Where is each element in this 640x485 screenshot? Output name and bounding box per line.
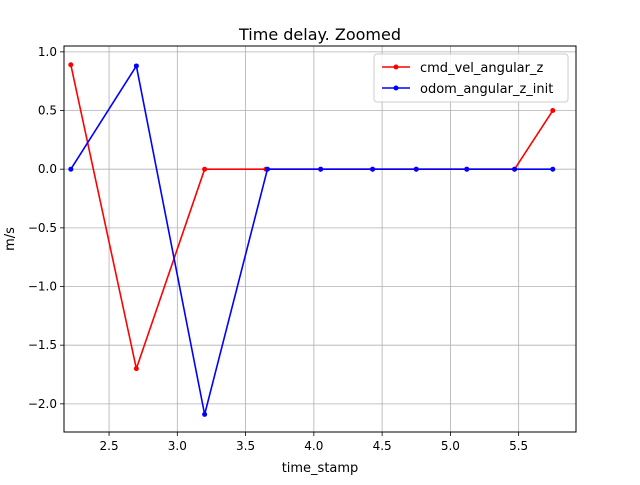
legend: cmd_vel_angular_z odom_angular_z_init	[373, 53, 569, 103]
plot-frame	[63, 45, 577, 433]
legend-box	[373, 53, 569, 103]
data-point-cmd-vel-angular-z	[202, 166, 208, 172]
data-point-odom-angular-z-init	[464, 166, 470, 172]
legend-label-odom: odom_angular_z_init	[420, 82, 553, 97]
legend-marker-cmd-vel	[393, 64, 399, 70]
y-tick-label: 1.0	[38, 45, 57, 59]
x-tick-label: 2.5	[100, 439, 119, 453]
data-point-odom-angular-z-init	[550, 166, 556, 172]
y-tick-label: −1.5	[28, 338, 57, 352]
data-point-odom-angular-z-init	[68, 166, 74, 172]
series-layer	[68, 62, 556, 417]
data-point-odom-angular-z-init	[264, 166, 270, 172]
data-point-odom-angular-z-init	[318, 166, 324, 172]
data-point-odom-angular-z-init	[370, 166, 376, 172]
axes: 2.5 3.0 3.5 4.0 4.5 5.0 5.5 1.0 0.5 0.0 −0.5 −1.0 −1…	[28, 45, 528, 453]
data-point-cmd-vel-angular-z	[550, 108, 556, 114]
series-line-odom-angular-z-init	[70, 65, 553, 416]
data-point-odom-angular-z-init	[202, 411, 208, 417]
y-tick-label: 0.5	[38, 104, 57, 118]
x-tick-label: 4.5	[373, 439, 392, 453]
y-axis-label: m/s	[3, 227, 18, 251]
y-tick-label: 0.0	[38, 162, 57, 176]
data-point-odom-angular-z-init	[133, 63, 139, 69]
y-tick-label: −2.0	[28, 397, 57, 411]
data-point-cmd-vel-angular-z	[133, 366, 139, 372]
data-point-odom-angular-z-init	[413, 166, 419, 172]
data-point-odom-angular-z-init	[512, 166, 518, 172]
x-tick-label: 3.0	[168, 439, 187, 453]
chart-title: Time delay. Zoomed	[238, 25, 401, 44]
y-tick-label: −1.0	[28, 280, 57, 294]
legend-marker-odom	[393, 85, 399, 91]
legend-label-cmd-vel: cmd_vel_angular_z	[420, 61, 543, 76]
x-tick-label: 5.5	[509, 439, 528, 453]
y-tick-label: −0.5	[28, 221, 57, 235]
x-axis-label: time_stamp	[282, 461, 359, 476]
data-point-cmd-vel-angular-z	[68, 62, 74, 68]
x-tick-label: 3.5	[236, 439, 255, 453]
x-tick-label: 4.0	[304, 439, 323, 453]
x-tick-label: 5.0	[441, 439, 460, 453]
